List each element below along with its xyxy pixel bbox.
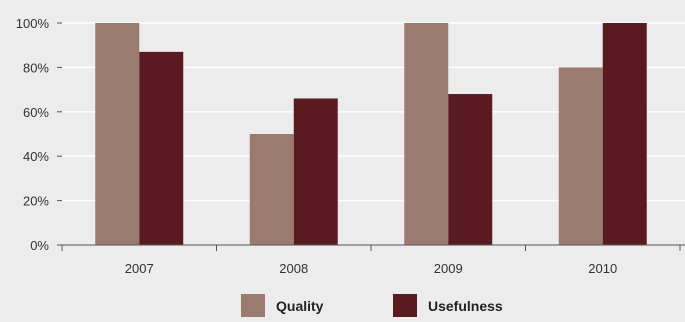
bar-quality-2008 bbox=[249, 134, 294, 245]
x-tick-label: 2008 bbox=[279, 261, 308, 276]
x-axis-ticks: 2007 2008 2009 2010 bbox=[61, 245, 681, 276]
y-tick-label: 40% bbox=[23, 149, 49, 164]
legend: Quality Usefulness bbox=[241, 294, 503, 317]
bar-quality-2009 bbox=[404, 23, 449, 245]
bar-quality-2010 bbox=[558, 67, 603, 246]
legend-label-quality: Quality bbox=[276, 298, 324, 314]
y-tick-label: 60% bbox=[23, 105, 49, 120]
bar-usefulness-2010 bbox=[602, 23, 647, 245]
y-tick-label: 100% bbox=[16, 16, 50, 31]
y-tick-label: 80% bbox=[23, 60, 49, 75]
x-tick-label: 2007 bbox=[125, 261, 154, 276]
bar-usefulness-2008 bbox=[293, 98, 338, 245]
legend-label-usefulness: Usefulness bbox=[428, 298, 503, 314]
legend-swatch-usefulness bbox=[393, 294, 417, 317]
bar-quality-2007 bbox=[95, 23, 140, 245]
legend-swatch-quality bbox=[241, 294, 265, 317]
y-tick-label: 20% bbox=[23, 194, 49, 209]
x-tick-label: 2010 bbox=[588, 261, 617, 276]
y-tick-label: 0% bbox=[30, 238, 49, 253]
y-axis-ticks: 0% 20% 40% 60% 80% 100% bbox=[16, 16, 62, 253]
bar-usefulness-2007 bbox=[139, 51, 184, 245]
bar-usefulness-2009 bbox=[448, 94, 493, 245]
bars bbox=[95, 23, 647, 246]
x-tick-label: 2009 bbox=[434, 261, 463, 276]
